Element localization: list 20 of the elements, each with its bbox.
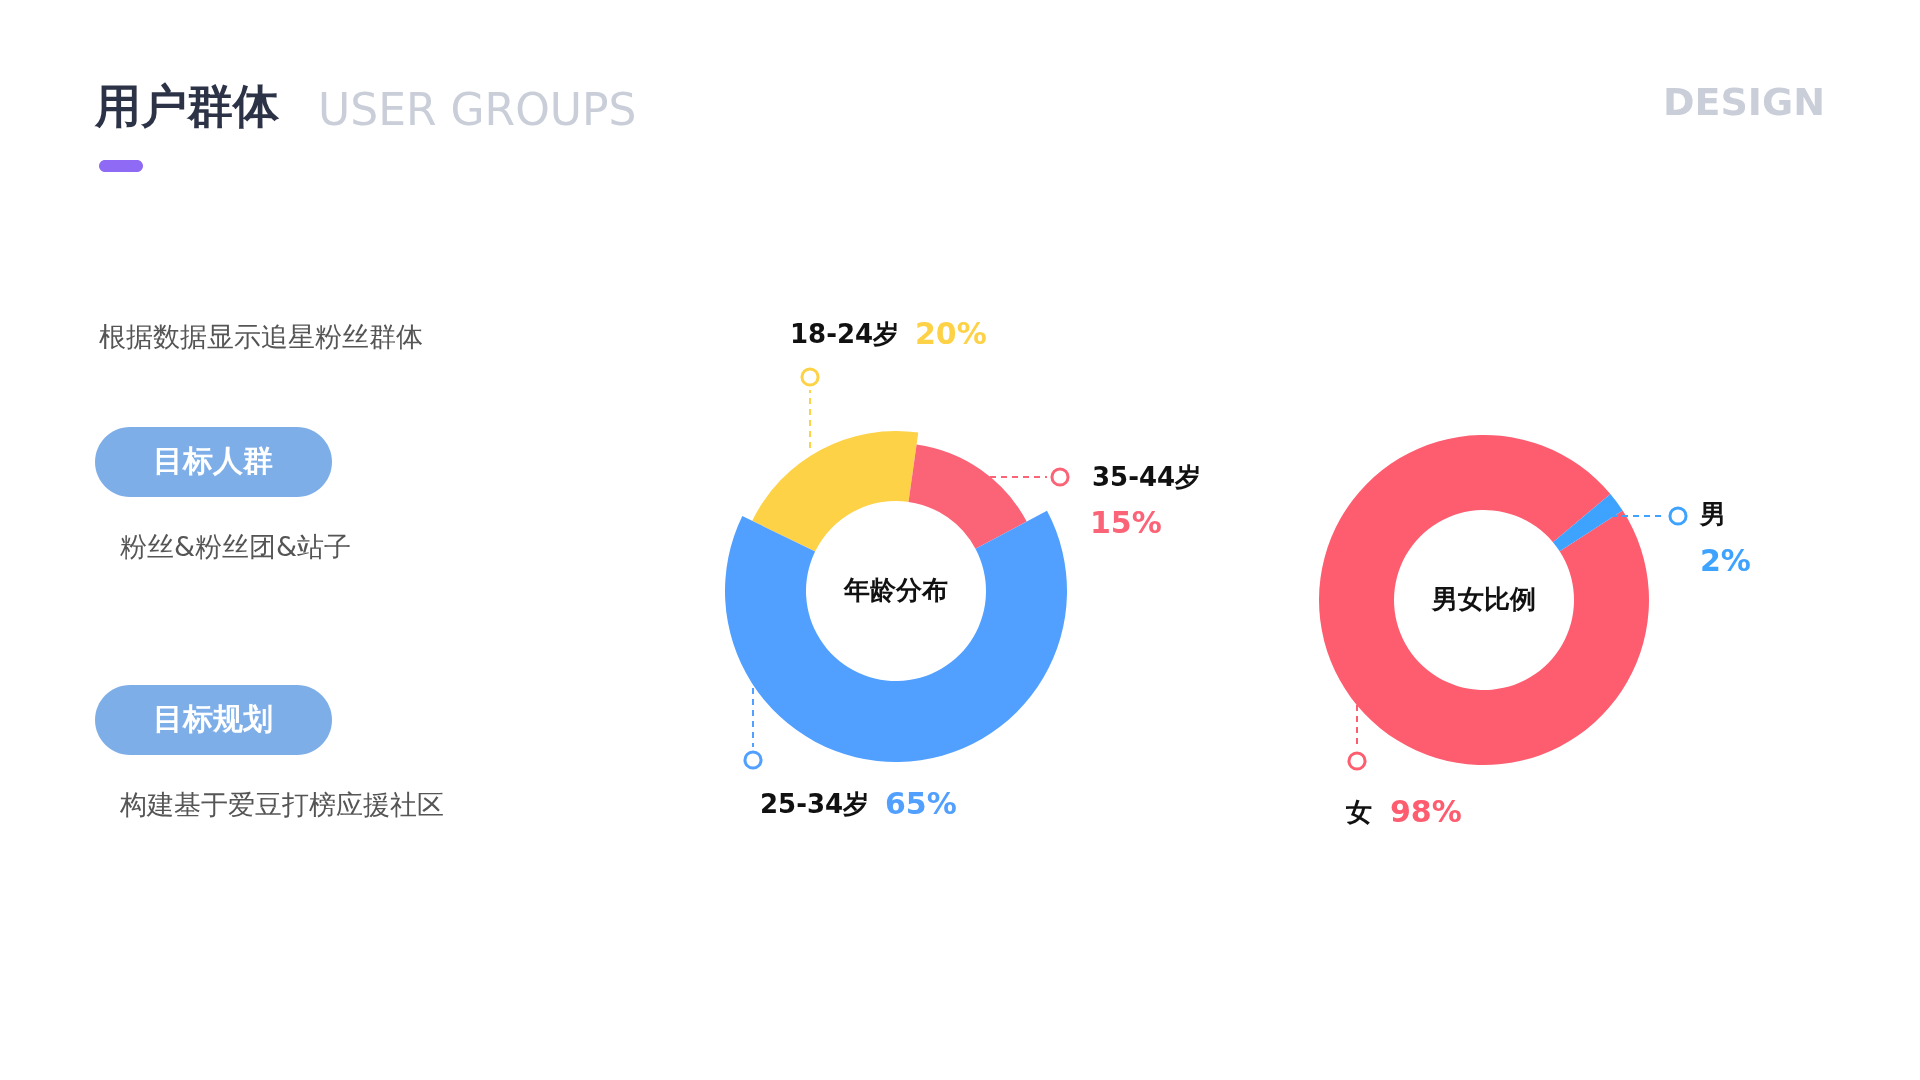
slice-label: 18-24岁 [790, 319, 900, 349]
text: 年龄分布 [843, 575, 948, 605]
text: 构建基于爱豆打榜应援社区 [119, 789, 444, 820]
slice-label: 25-34岁 [760, 789, 870, 819]
data-label: 2% [1700, 543, 1751, 578]
text: 根据数据显示追星粉丝群体 [99, 321, 423, 352]
text: 目标规划 [153, 701, 273, 736]
data-label: 15% [1090, 505, 1162, 540]
donut-slice [1552, 493, 1623, 552]
text: 用户群体 [94, 79, 280, 133]
legend-label: 35-44岁 [1092, 462, 1202, 492]
text: 目标人群 [153, 443, 273, 478]
data-label: 65% [885, 786, 957, 821]
donut-slice [1319, 435, 1649, 765]
text: 粉丝&粉丝团&站子 [120, 531, 352, 562]
legend-label: 男 [1699, 499, 1726, 529]
data-label: 20% [915, 316, 987, 351]
slice-label: 女 [1345, 797, 1372, 827]
text: 男女比例 [1431, 584, 1536, 614]
data-label: 98% [1390, 794, 1462, 829]
